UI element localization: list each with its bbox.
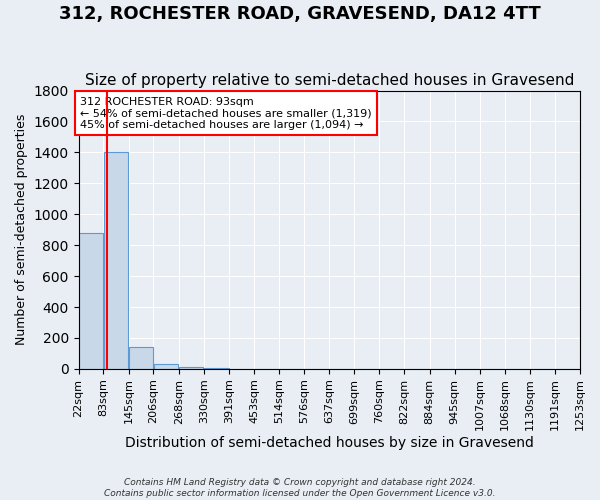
Text: 312, ROCHESTER ROAD, GRAVESEND, DA12 4TT: 312, ROCHESTER ROAD, GRAVESEND, DA12 4TT bbox=[59, 5, 541, 23]
Text: 312 ROCHESTER ROAD: 93sqm
← 54% of semi-detached houses are smaller (1,319)
45% : 312 ROCHESTER ROAD: 93sqm ← 54% of semi-… bbox=[80, 96, 372, 130]
Bar bbox=[104, 152, 128, 369]
Text: Contains HM Land Registry data © Crown copyright and database right 2024.
Contai: Contains HM Land Registry data © Crown c… bbox=[104, 478, 496, 498]
Title: Size of property relative to semi-detached houses in Gravesend: Size of property relative to semi-detach… bbox=[85, 73, 574, 88]
Bar bbox=[129, 347, 153, 369]
Bar bbox=[179, 366, 203, 369]
Bar bbox=[79, 233, 103, 369]
Bar bbox=[154, 364, 178, 369]
Y-axis label: Number of semi-detached properties: Number of semi-detached properties bbox=[15, 114, 28, 346]
X-axis label: Distribution of semi-detached houses by size in Gravesend: Distribution of semi-detached houses by … bbox=[125, 436, 534, 450]
